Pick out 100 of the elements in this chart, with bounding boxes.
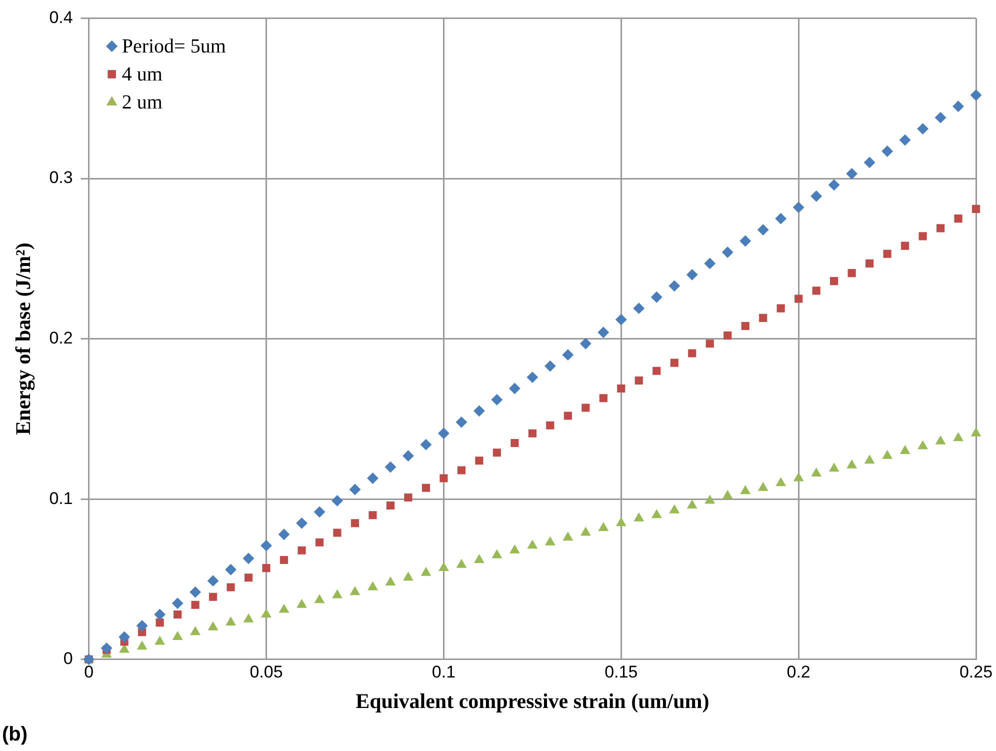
point: [491, 394, 502, 406]
point: [722, 246, 734, 258]
point: [528, 540, 538, 549]
point: [528, 429, 536, 438]
point: [936, 224, 945, 232]
point: [704, 258, 716, 269]
point: [438, 562, 449, 572]
point: [314, 506, 325, 518]
point: [634, 512, 644, 522]
text: (b): [2, 724, 28, 746]
point: [776, 304, 785, 312]
point: [349, 484, 360, 495]
point: [686, 269, 698, 280]
point: [403, 572, 414, 581]
point: [634, 376, 643, 385]
point: [475, 456, 484, 465]
x-tick-label: 0.1: [432, 662, 456, 682]
y-tick-label: 0.4: [49, 8, 73, 27]
point: [492, 448, 501, 457]
point: [670, 504, 680, 514]
point: [864, 455, 874, 464]
point: [296, 599, 307, 608]
point: [509, 382, 520, 394]
point: [758, 224, 769, 236]
point: [456, 416, 467, 428]
point: [474, 554, 484, 564]
y-tick-label: 0: [63, 649, 73, 668]
point: [758, 482, 768, 491]
point: [298, 546, 306, 554]
point: [864, 156, 876, 168]
point: [261, 609, 272, 618]
point: [970, 90, 982, 101]
point: [154, 636, 165, 645]
point: [706, 340, 714, 348]
point: [402, 450, 414, 462]
point: [741, 322, 750, 330]
point: [954, 214, 962, 223]
point: [119, 644, 130, 653]
point: [846, 168, 858, 180]
point: [244, 614, 254, 622]
point: [440, 474, 448, 482]
point: [722, 490, 732, 499]
point: [935, 112, 946, 124]
point: [386, 576, 396, 586]
point: [652, 366, 661, 375]
y-tick-label: 0.2: [49, 328, 73, 348]
point: [474, 405, 485, 416]
point: [971, 428, 981, 436]
point: [668, 280, 680, 292]
point: [812, 286, 820, 295]
point: [368, 582, 378, 590]
point: [580, 338, 592, 350]
point: [829, 463, 839, 472]
point: [422, 484, 430, 492]
point: [688, 349, 696, 358]
point: [420, 439, 432, 450]
point: [367, 472, 378, 484]
y-tick-label: 0.1: [49, 488, 73, 508]
point: [225, 564, 236, 576]
point: [510, 438, 519, 448]
point: [174, 610, 182, 619]
point: [936, 436, 946, 444]
point: [724, 332, 732, 340]
point: [687, 500, 697, 509]
point: [333, 528, 342, 537]
point: [882, 450, 892, 459]
point: [846, 460, 857, 468]
point: [172, 598, 184, 609]
point: [794, 294, 803, 303]
point: [260, 540, 272, 552]
point: [562, 349, 574, 360]
point: [811, 468, 822, 476]
point: [332, 495, 343, 506]
point: [759, 314, 768, 322]
point: [900, 446, 910, 454]
point: [421, 567, 431, 576]
point: [101, 642, 112, 654]
point: [350, 586, 360, 596]
point: [830, 277, 838, 286]
point: [598, 522, 608, 531]
point: [616, 314, 627, 326]
point: [882, 146, 893, 157]
point: [368, 511, 377, 520]
y-tick-label: 0.3: [49, 168, 73, 188]
point: [617, 384, 626, 393]
point: [456, 559, 466, 568]
point: [315, 538, 324, 546]
point: [953, 432, 964, 442]
point: [278, 528, 290, 540]
point: [172, 631, 182, 640]
point: [296, 518, 308, 529]
point: [633, 302, 644, 314]
point: [280, 556, 288, 564]
point: [848, 269, 856, 278]
y-axis-title: Energy of base (J/m²): [11, 242, 36, 435]
point: [599, 394, 608, 402]
point: [526, 372, 538, 383]
point: [386, 501, 395, 510]
point: [794, 472, 804, 482]
x-tick-label: 0: [84, 662, 94, 682]
